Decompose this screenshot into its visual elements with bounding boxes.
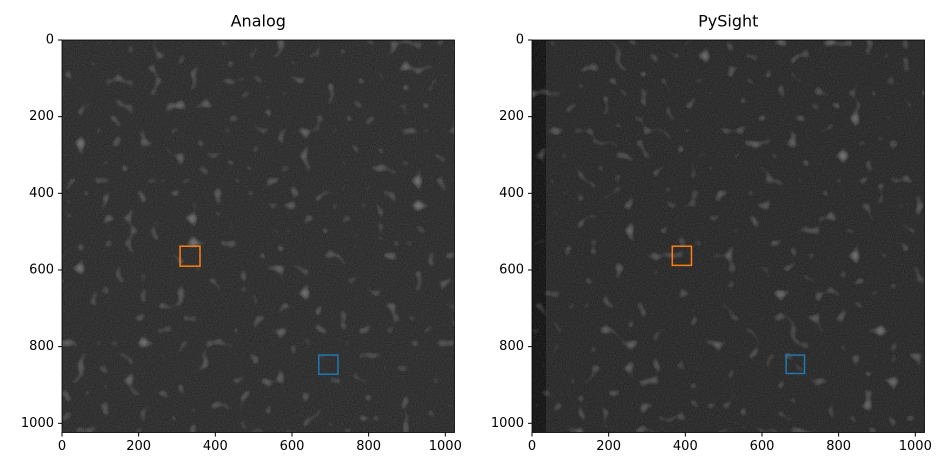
roi-box (785, 354, 806, 375)
y-tick-label: 1000 (21, 416, 54, 431)
y-tick-label: 0 (516, 33, 524, 48)
x-tick-label: 1000 (899, 439, 932, 454)
chart-title: Analog (231, 12, 286, 31)
image-panel (532, 40, 925, 433)
y-tick-label: 800 (499, 339, 524, 354)
x-tick-label: 800 (356, 439, 381, 454)
image-noise (532, 40, 925, 433)
y-tick-label: 0 (46, 33, 54, 48)
y-tick-label: 400 (499, 186, 524, 201)
y-tick-label: 1000 (491, 416, 524, 431)
x-tick-label: 1000 (429, 439, 462, 454)
image-panel (62, 40, 455, 433)
x-tick-label: 600 (750, 439, 775, 454)
y-tick-label: 800 (29, 339, 54, 354)
y-tick-label: 200 (29, 109, 54, 124)
y-tick-label: 600 (29, 262, 54, 277)
x-tick-label: 800 (826, 439, 851, 454)
roi-box (318, 354, 339, 375)
x-tick-label: 0 (528, 439, 536, 454)
x-tick-label: 0 (58, 439, 66, 454)
image-noise (62, 40, 455, 433)
x-tick-label: 200 (596, 439, 621, 454)
y-tick-label: 400 (29, 186, 54, 201)
x-tick-label: 200 (126, 439, 151, 454)
axes-frame (531, 39, 925, 433)
y-tick-label: 600 (499, 262, 524, 277)
roi-box (179, 245, 201, 267)
x-tick-label: 600 (280, 439, 305, 454)
roi-box (671, 245, 693, 267)
axes-frame (61, 39, 455, 433)
y-tick-label: 200 (499, 109, 524, 124)
x-tick-label: 400 (203, 439, 228, 454)
chart-title: PySight (698, 12, 758, 31)
x-tick-label: 400 (673, 439, 698, 454)
